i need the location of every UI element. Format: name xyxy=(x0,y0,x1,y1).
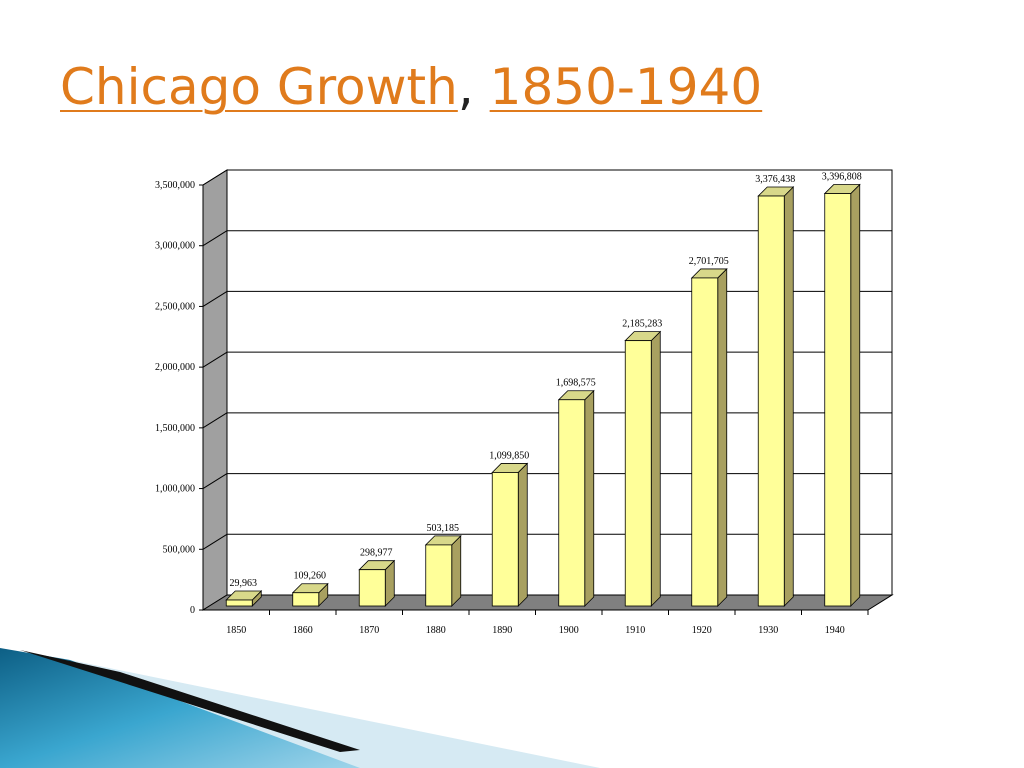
bar-front xyxy=(358,569,386,607)
bar-1930 xyxy=(757,186,795,607)
x-tick-label-1860: 1860 xyxy=(293,625,313,636)
data-label-1870: 298,977 xyxy=(360,548,393,559)
x-tick-label-1880: 1880 xyxy=(426,625,446,636)
deco-blue-wedge xyxy=(0,648,360,768)
bar-1870 xyxy=(358,559,396,607)
x-tick-label-1930: 1930 xyxy=(758,625,778,636)
data-label-1940: 3,396,808 xyxy=(822,172,862,183)
y-tick-label: 0 xyxy=(190,605,195,616)
title-link-chicago-growth[interactable]: Chicago Growth xyxy=(60,58,458,116)
bar-front xyxy=(624,340,652,607)
data-label-1860: 109,260 xyxy=(294,571,327,582)
y-tick-label: 2,500,000 xyxy=(155,301,195,312)
bar-1860 xyxy=(291,582,329,607)
bar-1890 xyxy=(491,462,529,607)
deco-dark-stripe xyxy=(20,650,360,752)
x-tick-label-1910: 1910 xyxy=(625,625,645,636)
bar-front xyxy=(558,399,586,607)
y-tick-label: 1,000,000 xyxy=(155,484,195,495)
chart-bars xyxy=(225,183,861,607)
x-tick-label-1940: 1940 xyxy=(825,625,845,636)
data-label-1920: 2,701,705 xyxy=(689,256,729,267)
bar-front xyxy=(824,193,852,607)
data-label-1910: 2,185,283 xyxy=(622,319,662,330)
gridline-side xyxy=(202,351,228,368)
bar-front xyxy=(425,544,453,607)
y-tick-label: 3,500,000 xyxy=(155,180,195,191)
x-tick-label-1850: 1850 xyxy=(226,625,246,636)
bar-1880 xyxy=(424,534,462,607)
x-tick-label-1870: 1870 xyxy=(359,625,379,636)
data-label-1930: 3,376,438 xyxy=(755,174,795,185)
x-tick-label-1890: 1890 xyxy=(492,625,512,636)
title-separator: , xyxy=(457,58,474,116)
data-label-1890: 1,099,850 xyxy=(489,450,529,461)
bar-front xyxy=(757,195,785,607)
y-tick-label: 3,000,000 xyxy=(155,241,195,252)
gridline-side xyxy=(202,412,228,429)
bar-1900 xyxy=(557,389,595,607)
gridline-side xyxy=(202,473,228,489)
y-tick-label: 2,000,000 xyxy=(155,362,195,373)
x-tick-label-1900: 1900 xyxy=(559,625,579,636)
y-tick-label: 1,500,000 xyxy=(155,423,195,434)
bar-1910 xyxy=(624,330,662,607)
gridline-side xyxy=(202,230,228,247)
gridline-side xyxy=(202,533,228,550)
data-label-1880: 503,185 xyxy=(427,523,460,534)
deco-light-band xyxy=(0,650,600,768)
data-label-1900: 1,698,575 xyxy=(556,378,596,389)
gridline-side xyxy=(202,169,228,186)
slide-title: Chicago Growth, 1850-1940 xyxy=(60,54,762,120)
bar-1850 xyxy=(225,590,263,607)
data-label-1850: 29,963 xyxy=(230,578,258,589)
gridline-side xyxy=(202,291,228,307)
title-link-years[interactable]: 1850-1940 xyxy=(489,58,763,116)
y-tick-label: 500,000 xyxy=(163,544,196,555)
bar-1940 xyxy=(823,183,861,607)
bar-1920 xyxy=(690,267,728,607)
bar-front xyxy=(491,472,519,607)
bar-front xyxy=(292,592,320,607)
bar-front xyxy=(691,277,719,607)
x-tick-label-1920: 1920 xyxy=(692,625,712,636)
chart-labels: 0 500,000 1,000,000 1,500,000 2,000,000 2,500… xyxy=(155,172,862,636)
bar-front xyxy=(225,599,253,607)
